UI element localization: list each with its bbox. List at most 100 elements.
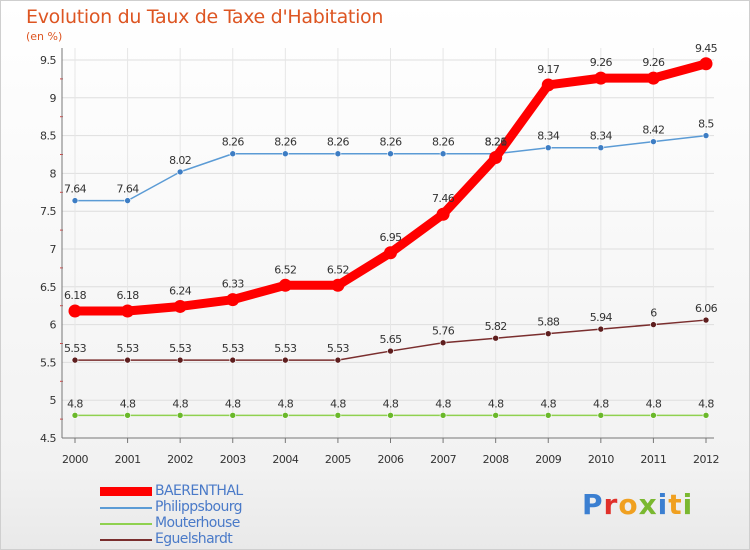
data-label-philippsbourg: 8.34 — [537, 130, 560, 143]
data-label-baerenthal: 6.52 — [274, 263, 296, 276]
data-point-mouterhouse — [650, 412, 657, 419]
data-label-eguelshardt: 5.82 — [485, 320, 507, 333]
data-point-philippsbourg — [334, 150, 342, 158]
y-tick-label: 5.5 — [40, 356, 56, 369]
x-tick-label: 2000 — [62, 453, 88, 466]
data-point-mouterhouse — [71, 412, 79, 419]
legend-label: Eguelshardt — [155, 531, 233, 547]
data-point-eguelshardt — [702, 316, 710, 324]
data-label-mouterhouse: 4.8 — [225, 397, 241, 410]
data-point-philippsbourg — [176, 168, 184, 176]
axes — [60, 48, 714, 443]
data-label-eguelshardt: 6 — [650, 307, 657, 320]
data-label-eguelshardt: 5.53 — [117, 342, 140, 355]
data-label-baerenthal: 6.95 — [379, 231, 402, 244]
data-label-eguelshardt: 5.53 — [169, 342, 192, 355]
logo-letter: t — [668, 488, 683, 521]
data-label-baerenthal: 7.46 — [432, 192, 455, 205]
data-point-philippsbourg — [597, 144, 605, 151]
data-label-mouterhouse: 4.8 — [646, 397, 662, 410]
legend-label: BAERENTHAL — [155, 483, 243, 499]
data-label-baerenthal: 6.52 — [327, 263, 349, 276]
data-label-mouterhouse: 4.8 — [540, 397, 556, 410]
y-tick-label: 6.5 — [40, 281, 56, 294]
grid-lines — [62, 48, 714, 438]
data-point-eguelshardt — [229, 356, 237, 364]
legend-swatch — [100, 523, 152, 525]
data-point-eguelshardt — [282, 356, 289, 364]
x-tick-label: 2011 — [640, 453, 666, 466]
data-point-baerenthal — [278, 278, 292, 292]
data-label-philippsbourg: 8.5 — [698, 118, 714, 131]
data-point-baerenthal — [646, 71, 660, 85]
y-tick-label: 4.5 — [40, 432, 56, 445]
data-label-philippsbourg: 7.64 — [64, 183, 87, 196]
data-label-philippsbourg: 8.26 — [432, 136, 455, 149]
data-label-philippsbourg: 8.26 — [485, 136, 508, 149]
x-tick-label: 2007 — [430, 453, 456, 466]
data-point-mouterhouse — [176, 412, 184, 419]
data-point-mouterhouse — [544, 412, 552, 419]
logo-letter: o — [618, 488, 639, 521]
logo-letter: i — [657, 488, 669, 521]
data-point-baerenthal — [594, 71, 608, 85]
data-label-eguelshardt: 5.53 — [222, 342, 245, 355]
data-label-baerenthal: 9.26 — [590, 56, 613, 69]
data-point-mouterhouse — [124, 412, 131, 419]
legend-swatch — [100, 487, 152, 496]
legend-label: Mouterhouse — [155, 515, 240, 531]
y-tick-label: 7 — [50, 243, 57, 256]
chart-title: Evolution du Taux de Taxe d'Habitation — [26, 6, 384, 28]
data-label-mouterhouse: 4.8 — [383, 397, 399, 410]
data-point-baerenthal — [331, 278, 345, 292]
data-label-philippsbourg: 8.26 — [222, 136, 245, 149]
data-point-philippsbourg — [387, 150, 394, 158]
data-point-baerenthal — [68, 304, 82, 318]
data-point-eguelshardt — [387, 347, 394, 355]
data-label-mouterhouse: 4.8 — [120, 397, 136, 410]
data-point-philippsbourg — [544, 144, 552, 151]
x-tick-label: 2001 — [115, 453, 141, 466]
y-tick-label: 6 — [50, 319, 57, 332]
data-point-baerenthal — [699, 57, 713, 71]
proxiti-logo: Proxiti — [582, 488, 693, 521]
data-labels: 7.64 7.64 8.02 8.26 8.26 8.26 8.26 8.26 8.26 8.34… — [64, 42, 718, 411]
data-point-mouterhouse — [597, 412, 605, 419]
x-tick-label: 2005 — [325, 453, 351, 466]
data-point-eguelshardt — [544, 330, 552, 337]
data-point-philippsbourg — [124, 197, 131, 204]
chart-subtitle: (en %) — [26, 30, 63, 43]
x-tick-label: 2012 — [693, 453, 719, 466]
data-point-eguelshardt — [124, 356, 131, 364]
data-point-philippsbourg — [71, 197, 79, 204]
data-label-eguelshardt: 5.53 — [327, 342, 350, 355]
data-point-eguelshardt — [492, 334, 499, 342]
data-label-baerenthal: 6.18 — [117, 289, 140, 302]
legend-swatch — [100, 507, 152, 509]
data-label-baerenthal: 6.18 — [64, 289, 87, 302]
data-point-baerenthal — [489, 151, 503, 165]
logo-letter: x — [638, 488, 658, 521]
x-tick-label: 2008 — [483, 453, 509, 466]
data-point-eguelshardt — [334, 356, 342, 364]
y-tick-label: 9 — [50, 92, 57, 105]
y-tick-label: 8.5 — [40, 130, 56, 143]
legend-label: Philippsbourg — [155, 499, 243, 515]
data-point-baerenthal — [384, 246, 397, 260]
data-label-eguelshardt: 5.88 — [537, 316, 560, 329]
data-label-baerenthal: 9.45 — [695, 42, 718, 55]
x-tick-label: 2003 — [220, 453, 246, 466]
data-label-eguelshardt: 5.53 — [274, 342, 297, 355]
x-tick-label: 2004 — [272, 453, 298, 466]
data-point-philippsbourg — [282, 150, 289, 158]
data-label-philippsbourg: 8.26 — [327, 136, 350, 149]
data-point-eguelshardt — [597, 325, 605, 333]
data-label-eguelshardt: 6.06 — [695, 302, 718, 315]
data-label-baerenthal: 8.21 — [485, 136, 507, 149]
x-tick-label: 2010 — [588, 453, 614, 466]
y-tick-label: 5 — [50, 394, 57, 407]
data-label-baerenthal: 9.26 — [642, 56, 665, 69]
data-point-philippsbourg — [650, 138, 657, 145]
data-label-mouterhouse: 4.8 — [488, 397, 504, 410]
